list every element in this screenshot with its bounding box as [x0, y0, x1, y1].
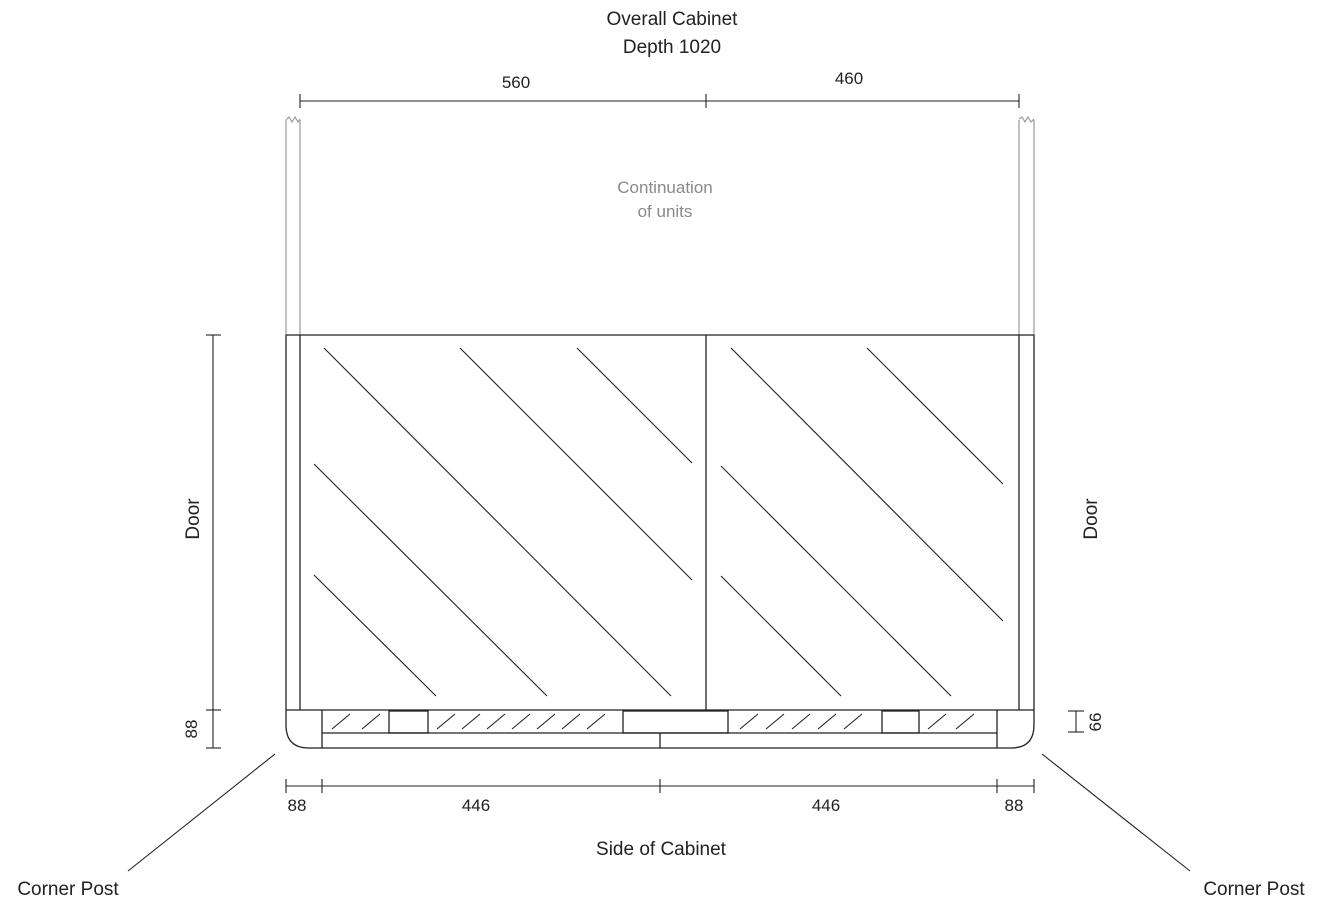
bottom-dimension-line: [285, 779, 1035, 793]
bottom-dimension-4: 88: [1005, 796, 1024, 815]
top-dimension-left: 560: [502, 73, 530, 92]
left-door-label: Door: [183, 498, 204, 540]
right-corner-post-label: Corner Post: [1203, 879, 1305, 900]
top-dimension-right: 460: [835, 69, 863, 88]
base-hatching: [331, 713, 975, 730]
continuation-outline: [285, 115, 1035, 335]
left-door-glass-hatching: [313, 347, 693, 697]
bottom-dimension-2: 446: [462, 796, 490, 815]
bottom-dimension-1: 88: [288, 796, 307, 815]
title-line-1: Overall Cabinet: [607, 9, 739, 30]
right-door-label: Door: [1081, 498, 1102, 540]
right-base-dimension-marker: [1068, 710, 1084, 733]
right-callout-leader: [1041, 753, 1191, 872]
title-line-2: Depth 1020: [623, 37, 721, 58]
left-callout-leader: [127, 753, 276, 872]
left-base-dimension: 88: [182, 720, 201, 739]
bottom-caption: Side of Cabinet: [596, 839, 727, 860]
cabinet-base: [285, 710, 1035, 749]
left-corner-post-label: Corner Post: [17, 879, 119, 900]
right-base-dimension: 66: [1086, 713, 1105, 732]
left-vertical-dimension: [206, 334, 221, 749]
top-dimension-line: [299, 94, 1020, 108]
bottom-dimension-3: 446: [812, 796, 840, 815]
cabinet-body: [285, 334, 1035, 711]
continuation-note-line-1: Continuation: [617, 178, 712, 197]
right-door-glass-hatching: [720, 347, 1004, 697]
continuation-note-line-2: of units: [638, 202, 693, 221]
